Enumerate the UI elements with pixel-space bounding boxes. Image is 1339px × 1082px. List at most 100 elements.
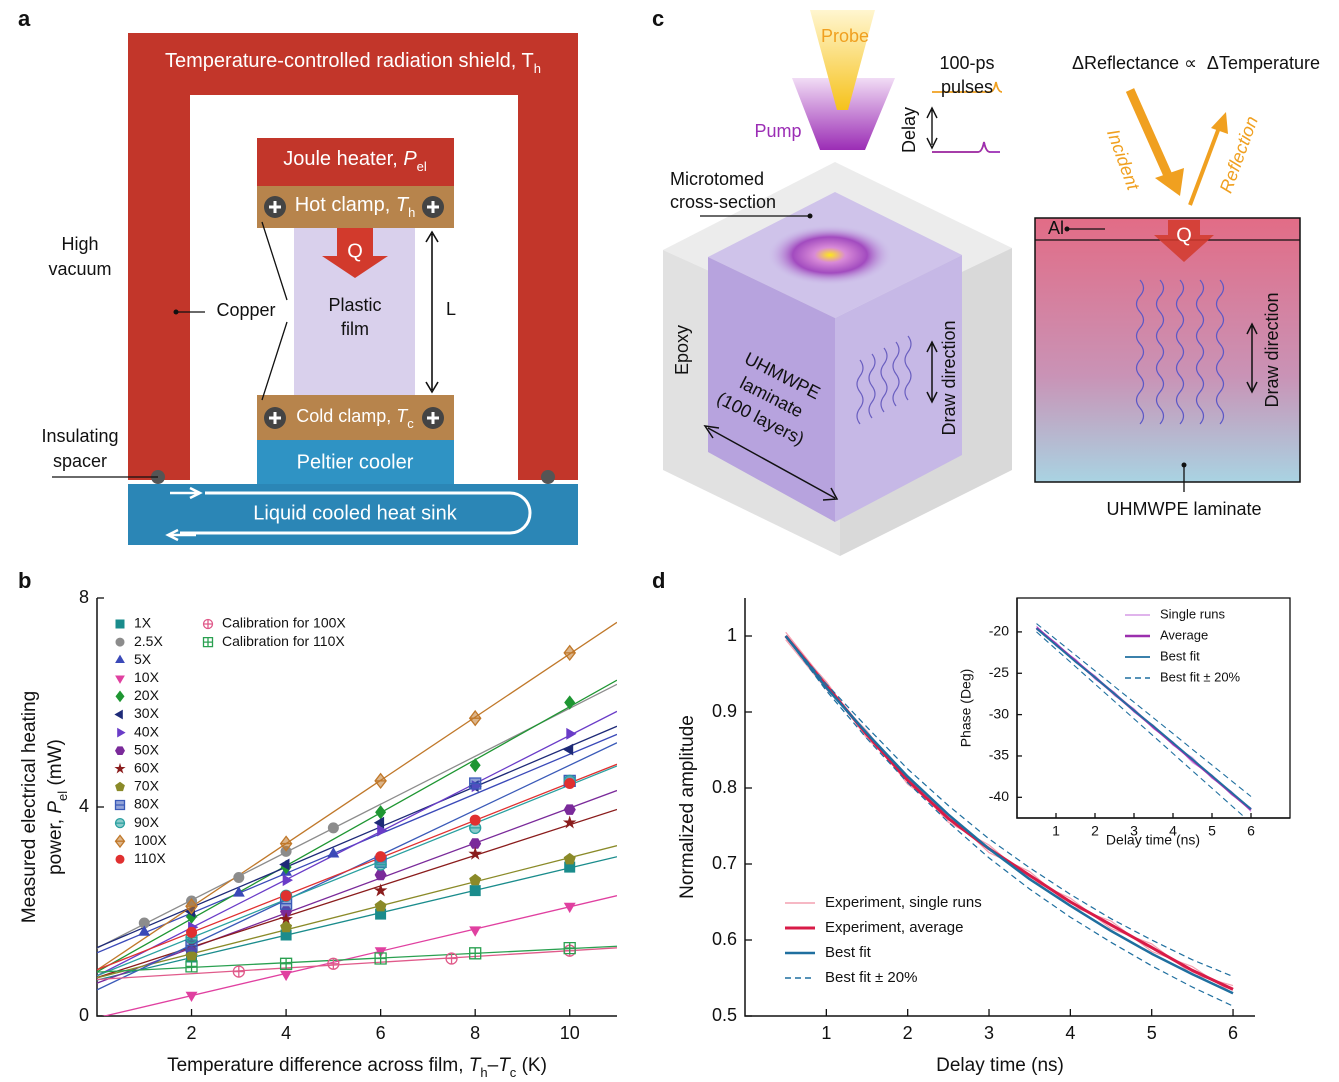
legend-marker — [204, 638, 213, 647]
legend-marker — [116, 819, 125, 828]
legend-label: 5X — [134, 651, 152, 667]
panel-label: d — [652, 568, 665, 593]
reflected-beam — [1190, 125, 1220, 205]
x-tick-label: 4 — [1065, 1023, 1075, 1043]
x-tick-label: 6 — [1228, 1023, 1238, 1043]
data-point — [375, 805, 386, 819]
leader-dot — [174, 310, 179, 315]
heat-label: Q — [1176, 224, 1192, 246]
legend-marker — [116, 620, 125, 629]
pump-label: Pump — [754, 121, 801, 141]
label-part: Temperature-controlled radiation shield, — [165, 50, 522, 72]
fit-line — [97, 846, 617, 978]
data-point — [470, 758, 481, 772]
label-part: h — [534, 61, 541, 76]
legend-marker — [116, 801, 125, 810]
label-part: Temperature difference across film, — [167, 1055, 469, 1076]
panel-label: a — [18, 6, 31, 31]
pump-pulses — [932, 142, 1000, 152]
y-tick-label: 8 — [79, 587, 89, 607]
legend-label: Best fit ± 20% — [1160, 669, 1241, 684]
legend-marker — [114, 710, 122, 720]
label-part: el — [417, 159, 427, 174]
data-point — [374, 884, 388, 897]
legend-label: Single runs — [1160, 606, 1226, 621]
legend-label: 10X — [134, 669, 160, 685]
label-part: – — [488, 1055, 499, 1076]
y-axis-label: power, Pel (mW) — [45, 739, 70, 875]
data-point — [375, 900, 387, 912]
section-label: Microtomed — [670, 169, 764, 189]
label-part: (mW) — [45, 739, 66, 791]
panel-label: c — [652, 6, 664, 31]
delay-arrow — [927, 108, 937, 148]
y-tick-label: 0.9 — [712, 701, 737, 721]
x-tick-label: 6 — [376, 1023, 386, 1043]
data-point — [469, 874, 481, 886]
legend-marker — [116, 691, 125, 703]
y-tick-label: -30 — [989, 705, 1009, 721]
shield-label: Temperature-controlled radiation shield,… — [165, 50, 541, 76]
draw-label: Draw direction — [1262, 292, 1282, 407]
data-point — [564, 778, 575, 789]
cooler-label: Peltier cooler — [297, 451, 414, 473]
legend-label: Experiment, average — [825, 919, 963, 936]
data-point — [564, 695, 575, 709]
fit-line — [97, 946, 617, 972]
legend-label: 30X — [134, 705, 160, 721]
y-tick-label: 4 — [79, 796, 89, 816]
label-part: el — [55, 791, 70, 801]
legend-marker — [117, 728, 125, 738]
x-tick-label: 6 — [1247, 823, 1255, 839]
label-part: Hot clamp, — [295, 194, 396, 216]
fit-line — [97, 764, 617, 969]
data-point — [375, 870, 387, 881]
draw-label: Draw direction — [939, 320, 959, 435]
x-tick-label: 3 — [984, 1023, 994, 1043]
y-tick-label: 0.6 — [712, 929, 737, 949]
figure: a b c d Temperature-controlled radiation… — [0, 0, 1339, 1082]
probe-label: Probe — [821, 26, 869, 46]
length-arrow — [426, 232, 438, 392]
x-axis-label: Temperature difference across film, Th–T… — [167, 1055, 547, 1080]
legend-marker — [204, 620, 213, 629]
epoxy-label: Epoxy — [672, 325, 692, 375]
legend-label: 40X — [134, 723, 160, 739]
reflected-head — [1211, 112, 1228, 134]
spacer-label: Insulating — [41, 426, 118, 446]
length-label: L — [446, 299, 456, 319]
x-axis-label: Delay time (ns) — [1106, 832, 1200, 848]
data-point — [233, 966, 244, 977]
film-label: film — [341, 319, 369, 339]
x-tick-label: 2 — [1091, 823, 1099, 839]
legend-marker — [115, 655, 125, 663]
x-tick-label: 8 — [470, 1023, 480, 1043]
legend-label: 50X — [134, 741, 160, 757]
y-tick-label: 0.5 — [712, 1005, 737, 1025]
data-point — [233, 872, 244, 883]
legend-marker — [115, 676, 125, 684]
label-part: h — [480, 1065, 487, 1080]
legend-marker — [116, 835, 125, 847]
legend-label: 70X — [134, 778, 160, 794]
pulses-label: pulses — [941, 77, 993, 97]
legend-marker — [114, 763, 125, 774]
data-point — [564, 853, 576, 865]
y-tick-label: -40 — [989, 788, 1009, 804]
y-axis-label: Measured electrical heating — [19, 691, 40, 923]
legend-label: Calibration for 100X — [222, 615, 346, 631]
y-axis-label: Phase (Deg) — [958, 669, 974, 748]
fit-line — [97, 766, 617, 976]
fit-line — [97, 711, 617, 975]
legend-label: 20X — [134, 687, 160, 703]
data-point — [470, 778, 481, 789]
heat-label: Q — [347, 240, 363, 262]
data-point — [470, 885, 481, 896]
data-point — [186, 927, 197, 938]
legend-label: 2.5X — [134, 633, 163, 649]
x-tick-label: 2 — [187, 1023, 197, 1043]
leader-dot — [1182, 463, 1187, 468]
label-part: T — [522, 50, 534, 72]
label-part: P — [403, 148, 417, 170]
sample — [1035, 218, 1300, 482]
